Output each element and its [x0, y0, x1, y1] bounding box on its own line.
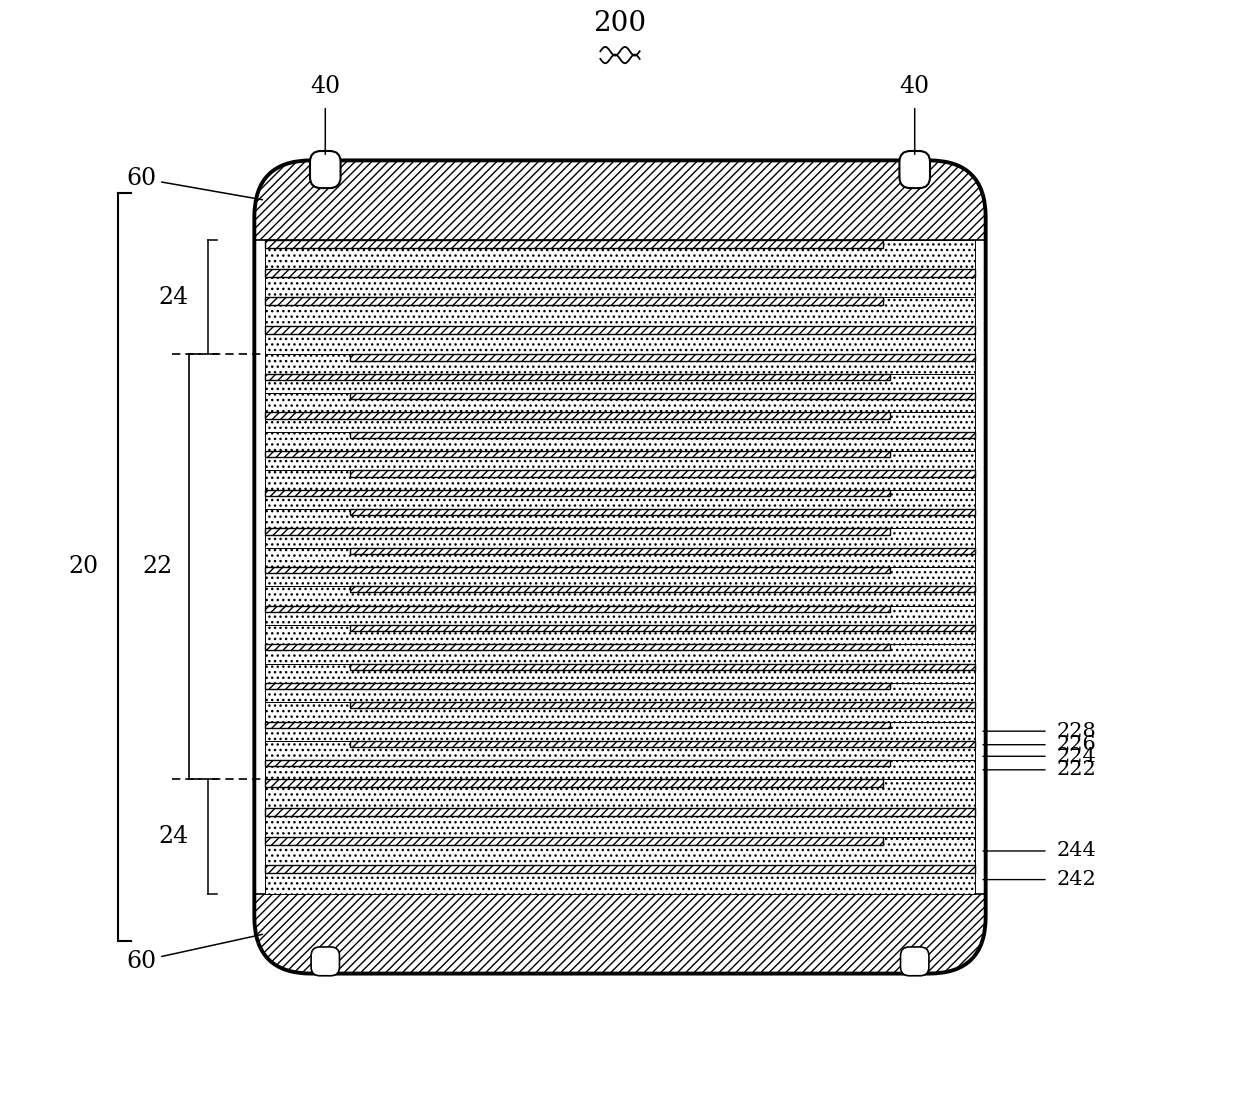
Bar — [265, 721, 889, 728]
Bar — [265, 413, 975, 431]
Bar — [265, 606, 975, 625]
Bar — [351, 741, 975, 747]
Bar — [265, 431, 975, 451]
Bar — [265, 836, 883, 845]
Bar — [265, 760, 889, 766]
Text: 200: 200 — [594, 10, 646, 36]
Bar — [265, 451, 889, 457]
Bar — [265, 393, 975, 413]
Bar — [254, 160, 986, 240]
FancyBboxPatch shape — [311, 947, 340, 975]
Bar — [265, 529, 975, 547]
Bar — [265, 269, 975, 298]
Bar — [265, 808, 975, 836]
Bar — [265, 567, 975, 586]
Bar — [265, 374, 889, 380]
Text: 60: 60 — [126, 935, 263, 972]
Bar — [265, 567, 889, 573]
Bar — [265, 865, 975, 874]
Bar — [265, 509, 975, 529]
Bar — [265, 470, 975, 490]
Bar — [265, 490, 975, 509]
Text: 40: 40 — [310, 75, 340, 98]
Text: 228: 228 — [1056, 722, 1096, 741]
Bar — [265, 490, 889, 495]
Bar — [351, 509, 975, 515]
Bar — [265, 298, 883, 305]
Bar — [351, 664, 975, 670]
Bar — [265, 547, 975, 567]
FancyBboxPatch shape — [899, 152, 930, 188]
Text: 24: 24 — [159, 825, 188, 848]
FancyBboxPatch shape — [310, 152, 341, 188]
Text: 222: 222 — [1056, 760, 1096, 780]
Bar — [254, 894, 986, 973]
Bar — [265, 586, 975, 606]
Bar — [265, 355, 975, 374]
Text: 40: 40 — [900, 75, 930, 98]
Text: 22: 22 — [143, 555, 172, 578]
Text: 244: 244 — [1056, 842, 1096, 860]
Text: 224: 224 — [1056, 747, 1096, 765]
Bar — [351, 586, 975, 593]
Bar — [351, 355, 975, 361]
Bar — [265, 298, 975, 326]
Bar — [351, 431, 975, 438]
Bar — [265, 780, 975, 808]
Text: 242: 242 — [1056, 870, 1096, 889]
Text: 24: 24 — [159, 285, 188, 309]
Bar — [265, 865, 975, 894]
Bar — [265, 664, 975, 682]
Bar — [265, 760, 975, 780]
Bar — [351, 547, 975, 554]
Bar — [265, 240, 883, 248]
Bar — [351, 470, 975, 477]
Bar — [351, 702, 975, 708]
Bar — [265, 741, 975, 760]
Bar — [265, 625, 975, 645]
Bar — [265, 682, 889, 689]
Bar — [351, 625, 975, 632]
Text: 20: 20 — [68, 555, 98, 578]
Bar — [265, 269, 975, 276]
Text: 60: 60 — [126, 167, 263, 200]
Bar — [265, 326, 975, 355]
Bar — [265, 240, 975, 269]
Bar — [265, 780, 883, 787]
Bar — [265, 682, 975, 702]
FancyBboxPatch shape — [254, 160, 986, 973]
Bar — [265, 702, 975, 721]
Bar — [265, 606, 889, 612]
Bar — [265, 451, 975, 470]
Bar — [265, 808, 975, 816]
Bar — [265, 836, 975, 865]
Text: 226: 226 — [1056, 735, 1096, 754]
Bar — [351, 393, 975, 399]
Bar — [265, 413, 889, 419]
Bar — [265, 374, 975, 393]
Bar — [265, 721, 975, 741]
FancyBboxPatch shape — [900, 947, 929, 975]
Bar — [265, 529, 889, 534]
Bar — [265, 326, 975, 334]
Bar — [265, 645, 975, 664]
Bar — [265, 645, 889, 650]
